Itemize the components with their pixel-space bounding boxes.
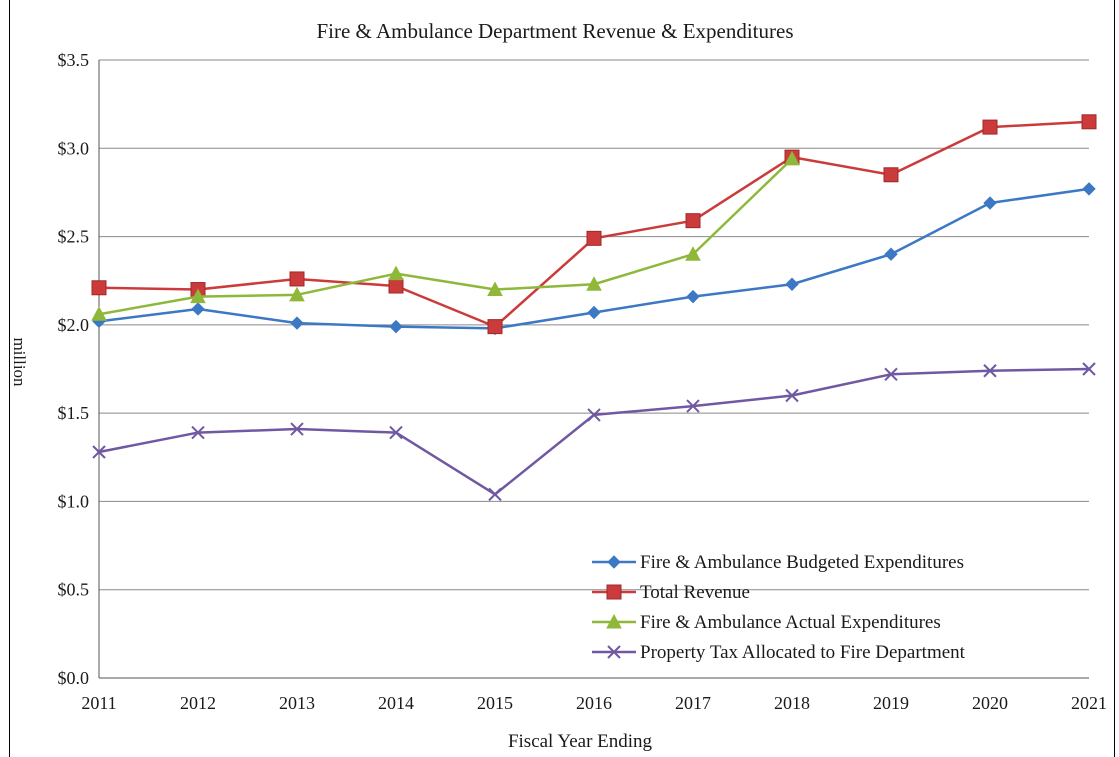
data-point: [983, 196, 997, 210]
legend-label: Total Revenue: [640, 582, 750, 603]
y-tick-label: $1.0: [58, 491, 90, 511]
data-point: [785, 277, 799, 291]
legend-label: Property Tax Allocated to Fire Departmen…: [640, 642, 966, 663]
data-point: [389, 425, 403, 440]
data-point: [1081, 114, 1097, 130]
x-tick-label: 2018: [774, 693, 810, 713]
legend-item: Fire & Ambulance Budgeted Expenditures: [592, 552, 964, 573]
data-point: [685, 213, 701, 229]
data-point: [586, 276, 602, 291]
series-1: [92, 182, 1096, 336]
x-tick-label: 2019: [873, 693, 909, 713]
legend-item: Total Revenue: [592, 582, 750, 603]
data-point: [884, 367, 898, 382]
data-point: [290, 316, 304, 330]
y-tick-label: $2.5: [58, 227, 90, 247]
data-point: [1082, 362, 1096, 376]
y-tick-label: $2.0: [58, 315, 90, 335]
data-point: [983, 364, 997, 378]
y-axis-label: million: [10, 337, 29, 387]
data-point: [191, 302, 205, 316]
data-point: [686, 289, 700, 304]
data-point: [607, 555, 621, 569]
legend-label: Fire & Ambulance Actual Expenditures: [640, 612, 941, 633]
data-point: [606, 613, 622, 629]
x-tick-label: 2013: [279, 693, 315, 713]
data-point: [388, 278, 404, 294]
y-tick-label: $1.5: [58, 403, 90, 423]
data-point: [91, 306, 107, 321]
y-axis-tick-labels: $0.0 $0.5 $1.0 $1.5 $2.0 $2.5 $3.0 $3.5: [58, 50, 90, 688]
data-point: [191, 425, 205, 440]
data-point: [487, 319, 503, 335]
x-tick-label: 2011: [81, 693, 116, 713]
chart-title: Fire & Ambulance Department Revenue & Ex…: [316, 19, 793, 43]
data-point: [685, 246, 701, 261]
y-tick-label: $0.5: [58, 580, 90, 600]
series-3: [91, 150, 800, 321]
data-point: [606, 584, 622, 600]
legend-item: Property Tax Allocated to Fire Departmen…: [592, 642, 966, 663]
x-tick-label: 2015: [477, 693, 513, 713]
y-tick-label: $3.5: [58, 50, 90, 70]
data-point: [785, 388, 799, 403]
data-point: [884, 247, 898, 261]
data-point: [607, 645, 621, 659]
x-tick-label: 2012: [180, 693, 216, 713]
legend-item: Fire & Ambulance Actual Expenditures: [592, 612, 941, 633]
data-point: [883, 167, 899, 183]
data-point: [289, 271, 305, 287]
data-point: [586, 230, 602, 246]
data-point: [784, 150, 800, 166]
series-2: [91, 114, 1097, 335]
data-point: [190, 288, 206, 304]
x-tick-label: 2017: [675, 693, 711, 713]
data-point: [686, 399, 700, 413]
data-point: [91, 280, 107, 296]
x-tick-label: 2021: [1071, 693, 1107, 713]
data-point: [487, 281, 503, 297]
x-tick-label: 2016: [576, 693, 612, 713]
y-tick-label: $3.0: [58, 138, 90, 158]
data-point: [290, 422, 304, 436]
chart-frame: [9, 0, 1115, 757]
data-point: [289, 286, 305, 302]
x-tick-label: 2020: [972, 693, 1008, 713]
data-point: [587, 305, 601, 320]
gridlines: [98, 59, 1089, 679]
data-point: [587, 408, 601, 422]
data-point: [92, 445, 106, 459]
legend: Fire & Ambulance Budgeted Expenditures To…: [592, 552, 966, 663]
data-point: [982, 119, 998, 135]
x-axis-label: Fiscal Year Ending: [508, 731, 653, 752]
x-tick-label: 2014: [378, 693, 414, 713]
data-point: [389, 319, 403, 334]
y-tick-label: $0.0: [58, 668, 90, 688]
data-point: [388, 265, 404, 281]
data-point: [1082, 182, 1096, 196]
series-lines: [91, 114, 1097, 502]
series-line: [98, 157, 793, 316]
x-axis-tick-labels: 2011 2012 2013 2014 2015 2016 2017 2018 2019 2020…: [81, 693, 1107, 713]
series-4: [92, 362, 1096, 502]
legend-label: Fire & Ambulance Budgeted Expenditures: [640, 552, 964, 573]
data-point: [488, 487, 502, 502]
series-line: [98, 367, 1090, 496]
